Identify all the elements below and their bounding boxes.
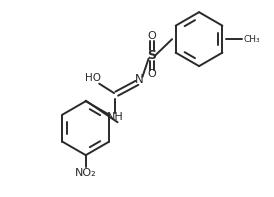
Text: HO: HO — [85, 73, 101, 83]
Text: S: S — [147, 49, 156, 62]
Text: O: O — [147, 69, 156, 79]
Text: O: O — [147, 32, 156, 41]
Text: CH₃: CH₃ — [244, 35, 260, 44]
Text: NO₂: NO₂ — [75, 168, 96, 178]
Text: NH: NH — [107, 112, 124, 122]
Text: N: N — [135, 73, 144, 86]
